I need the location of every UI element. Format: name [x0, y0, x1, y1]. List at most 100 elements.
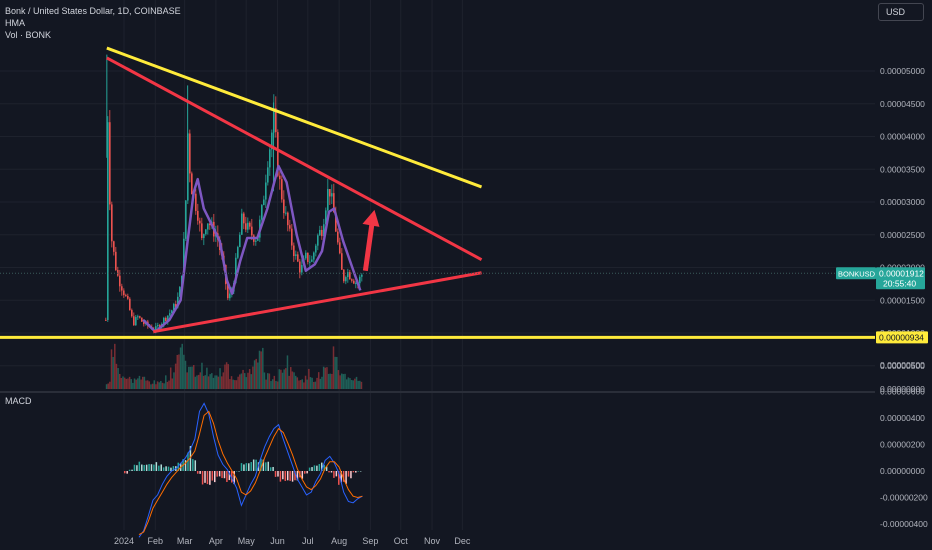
macd-histogram-bar	[284, 471, 287, 481]
candle-body	[139, 316, 141, 318]
candle-body	[185, 200, 187, 239]
price-tick-label: 0.00004500	[880, 99, 925, 109]
macd-histogram-bar	[131, 469, 133, 471]
candle-body	[143, 321, 145, 325]
macd-histogram-bar	[235, 471, 238, 472]
candle-body	[251, 226, 253, 236]
volume-bar	[150, 384, 152, 389]
volume-bar	[202, 375, 205, 389]
candle-body	[329, 188, 331, 197]
candle-body	[361, 274, 363, 277]
candle-body	[343, 269, 345, 282]
macd-line	[138, 402, 363, 538]
volume-bar	[250, 374, 253, 389]
volume-bar	[173, 372, 175, 389]
candle-body	[327, 188, 329, 211]
macd-histogram-bar	[311, 467, 313, 471]
volume-bar	[314, 381, 317, 389]
candle-body	[129, 298, 131, 311]
volume-bar	[299, 380, 302, 389]
candle-body	[173, 304, 175, 311]
volume-bar	[163, 383, 165, 389]
macd-histogram-bar	[238, 471, 240, 472]
volume-bar	[114, 343, 116, 389]
candle-body	[353, 280, 355, 284]
candle-body	[113, 241, 115, 252]
volume-bar	[304, 375, 307, 389]
candle-body	[197, 210, 199, 221]
x-tick-label: Oct	[394, 536, 409, 546]
volume-bar	[156, 381, 159, 389]
candle-body	[313, 252, 315, 260]
volume-bar	[188, 366, 190, 389]
candle-body	[267, 167, 269, 183]
volume-bar	[176, 354, 179, 389]
macd-histogram-bar	[335, 471, 338, 477]
volume-bar	[192, 364, 195, 389]
trendline-red-2	[153, 271, 482, 334]
macd-histogram-bar	[286, 471, 289, 481]
candle-body	[199, 220, 201, 224]
volume-bar	[271, 379, 274, 389]
volume-bar	[214, 375, 216, 389]
projection-arrow-shaft	[362, 219, 375, 272]
macd-histogram-bar	[350, 471, 352, 479]
macd-histogram-bar	[143, 464, 145, 471]
volume-bar	[209, 374, 211, 389]
volume-bar	[220, 376, 223, 389]
macd-histogram-bar	[296, 471, 299, 481]
macd-histogram-bar	[301, 471, 304, 479]
volume-bar	[319, 378, 322, 389]
macd-label: MACD	[5, 396, 32, 406]
volume-bar	[280, 369, 282, 389]
volume-bar	[345, 379, 348, 389]
volume-bar	[303, 382, 305, 389]
volume-bar	[165, 375, 167, 389]
support-badge	[876, 331, 928, 344]
candle-body	[331, 193, 333, 197]
macd-histogram-bar	[240, 463, 243, 471]
candle-body	[241, 213, 243, 235]
x-tick-label: Jul	[302, 536, 314, 546]
macd-histogram-bar	[228, 471, 231, 481]
candle-body	[127, 295, 129, 299]
candle-body	[237, 247, 239, 258]
macd-histogram-bar	[148, 464, 150, 471]
volume-bar	[286, 355, 289, 389]
volume-bar	[290, 367, 292, 389]
candle-body	[179, 286, 181, 297]
x-tick-label: Jun	[270, 536, 285, 546]
volume-bar	[360, 381, 363, 389]
volume-bar	[340, 373, 343, 389]
macd-histogram-bar	[204, 471, 206, 483]
currency-button[interactable]: USD	[878, 3, 924, 21]
macd-histogram-bar	[321, 462, 323, 471]
candle-body	[167, 315, 169, 321]
macd-histogram-bar	[199, 471, 201, 474]
volume-bar	[132, 382, 134, 389]
macd-tick-label: -0.00000400	[880, 519, 928, 529]
volume-bar	[143, 376, 146, 389]
volume-bar	[235, 380, 238, 389]
volume-bar	[258, 350, 261, 389]
macd-histogram-bar	[165, 466, 167, 471]
macd-histogram-bar	[272, 466, 274, 471]
macd-histogram-bar	[333, 471, 335, 478]
macd-histogram-bar	[133, 464, 136, 471]
support-badge-text: 0.00000934	[879, 332, 924, 342]
candle-body	[189, 133, 191, 174]
macd-histogram-bar	[221, 471, 223, 479]
volume-bar	[337, 370, 340, 389]
macd-histogram-bar	[177, 462, 180, 471]
price-tick-label: 0.00005000	[880, 66, 925, 76]
macd-histogram-bar	[325, 466, 328, 471]
macd-histogram-bar	[124, 471, 126, 474]
volume-bar	[230, 376, 233, 389]
volume-bars	[105, 343, 363, 389]
volume-bar	[278, 369, 280, 389]
x-tick-label: Aug	[331, 536, 347, 546]
volume-bar	[243, 373, 246, 389]
macd-histogram-bar	[243, 464, 245, 471]
macd-histogram-bar	[223, 471, 226, 479]
